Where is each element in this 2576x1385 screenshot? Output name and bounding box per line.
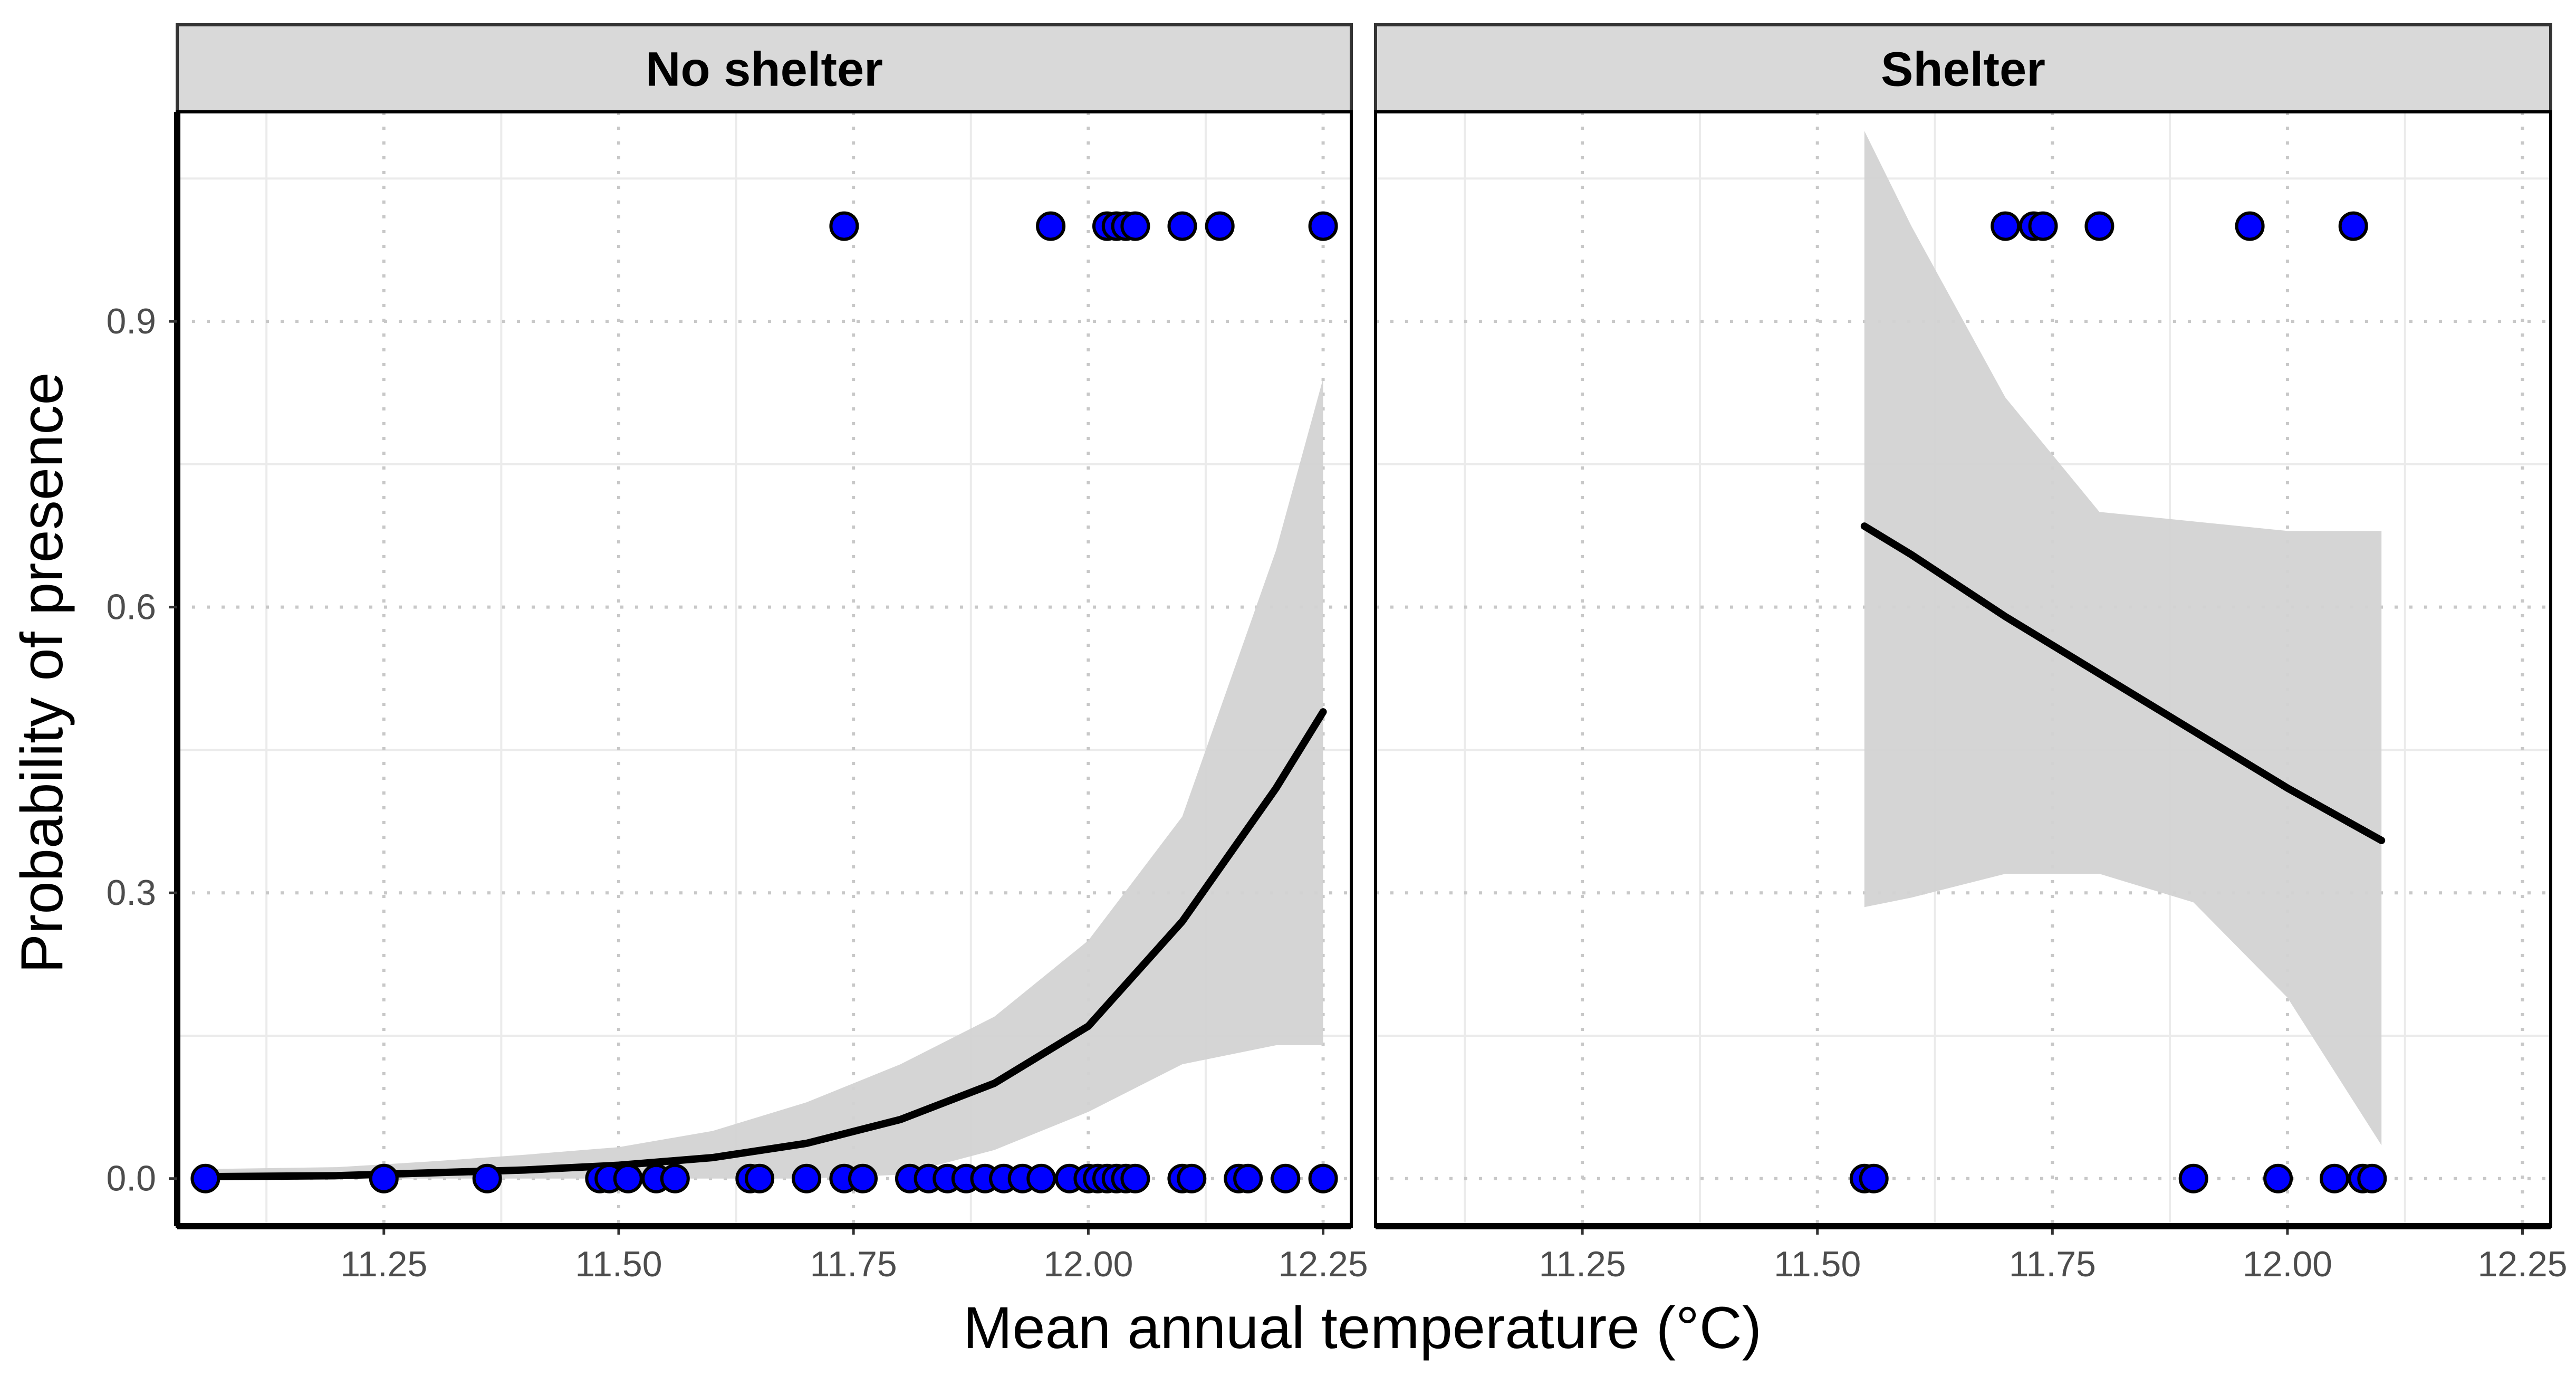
data-point — [472, 1163, 502, 1193]
x-axis-ticks-shelter: 11.25 11.50 11.75 12.00 12.25 — [1539, 1226, 2568, 1284]
x-tick-label: 11.50 — [575, 1244, 662, 1284]
fit-line-no-shelter — [201, 708, 1327, 1181]
x-tick-label: 11.25 — [1539, 1244, 1626, 1284]
data-point — [829, 211, 859, 241]
panel-no-shelter: No shelter 11.25 11.50 11.75 12.00 12.25 — [174, 23, 1368, 1284]
confidence-ribbon-no-shelter — [205, 378, 1323, 1179]
data-point — [2357, 1163, 2387, 1193]
y-axis-title: Probability of presence — [9, 372, 75, 973]
strip-label-shelter: Shelter — [1881, 43, 2045, 97]
points-no-shelter — [190, 211, 1338, 1193]
x-tick-label: 11.75 — [810, 1244, 897, 1284]
data-point — [2338, 211, 2368, 241]
data-point — [1859, 1163, 1889, 1193]
data-point — [1308, 1163, 1338, 1193]
data-point — [1205, 211, 1235, 241]
fit-line-shelter — [1860, 522, 2386, 844]
x-axis-ticks-no-shelter: 11.25 11.50 11.75 12.00 12.25 — [340, 1226, 1368, 1284]
gridlines-no-shelter — [177, 112, 1351, 1226]
x-tick-label: 12.25 — [1278, 1244, 1368, 1284]
data-point — [2084, 211, 2114, 241]
panel-shelter: Shelter 11.25 11.50 11.75 12.00 12.25 — [1374, 23, 2568, 1284]
data-point — [1167, 211, 1197, 241]
data-point — [1120, 1163, 1150, 1193]
data-point — [1177, 1163, 1207, 1193]
data-point — [1271, 1163, 1301, 1193]
data-point — [1036, 211, 1066, 241]
data-point — [792, 1163, 822, 1193]
y-axis-ticks: 0.0 0.3 0.6 0.9 — [106, 301, 177, 1199]
confidence-ribbon-shelter — [1864, 131, 2382, 1145]
strip-no-shelter — [176, 23, 1353, 113]
y-tick-label: 0.6 — [106, 587, 156, 627]
data-point — [2028, 211, 2058, 241]
y-tick-label: 0.9 — [106, 301, 156, 341]
points-shelter — [1849, 211, 2387, 1193]
data-point — [1026, 1163, 1056, 1193]
data-point — [613, 1163, 643, 1193]
data-point — [848, 1163, 878, 1193]
x-tick-label: 11.75 — [2009, 1244, 2096, 1284]
y-tick-label: 0.0 — [106, 1159, 156, 1199]
data-point — [745, 1163, 775, 1193]
x-tick-label: 12.00 — [2243, 1244, 2332, 1284]
x-tick-label: 12.00 — [1043, 1244, 1133, 1284]
data-point — [1991, 211, 2021, 241]
data-point — [1233, 1163, 1263, 1193]
data-point — [660, 1163, 690, 1193]
y-tick-label: 0.3 — [106, 873, 156, 913]
data-point — [190, 1163, 220, 1193]
data-point — [1120, 211, 1150, 241]
x-axis-title: Mean annual temperature (°C) — [963, 1295, 1762, 1361]
data-point — [1308, 211, 1338, 241]
x-tick-label: 12.25 — [2477, 1244, 2567, 1284]
data-point — [2178, 1163, 2208, 1193]
strip-label-no-shelter: No shelter — [646, 43, 883, 97]
data-point — [2320, 1163, 2349, 1193]
strip-shelter — [1374, 23, 2552, 113]
data-point — [2263, 1163, 2293, 1193]
x-tick-label: 11.25 — [340, 1244, 427, 1284]
data-point — [2235, 211, 2265, 241]
data-point — [369, 1163, 399, 1193]
x-tick-label: 11.50 — [1774, 1244, 1861, 1284]
